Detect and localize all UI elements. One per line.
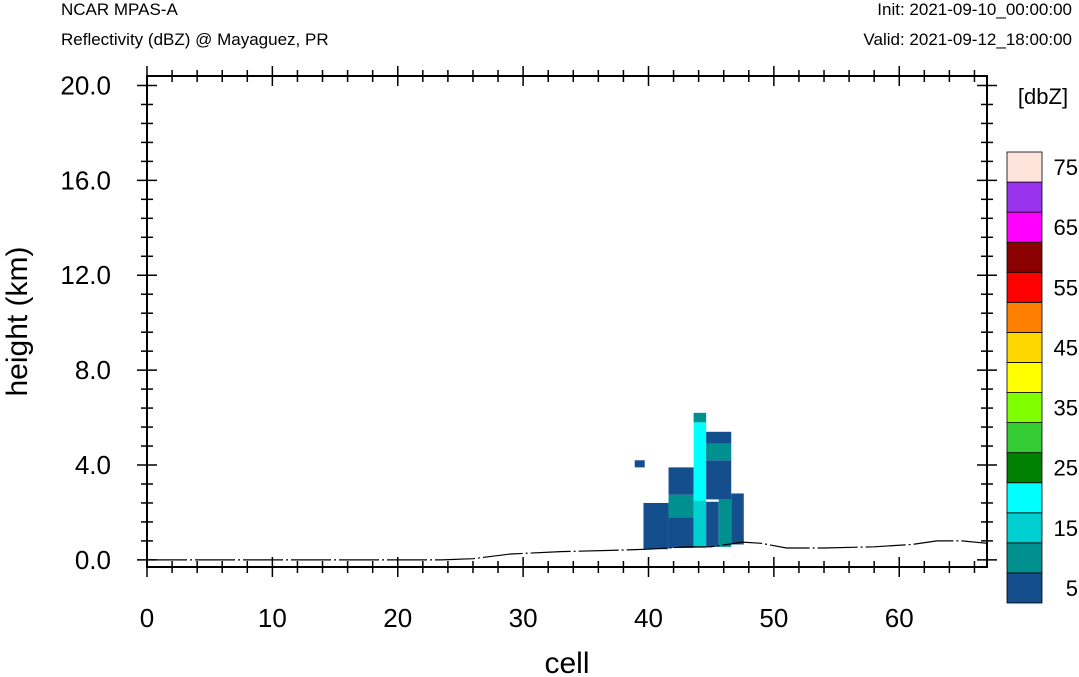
- colorbar-label-45: 45: [1054, 335, 1078, 360]
- colorbar-box-6: [1006, 392, 1043, 423]
- x-tick-label-50: 50: [759, 603, 788, 633]
- x-axis-title: cell: [544, 647, 589, 677]
- terrain-profile: [147, 540, 988, 561]
- reflectivity-cell-6: [693, 422, 707, 501]
- x-tick-label-30: 30: [509, 603, 538, 633]
- colorbar-label-5: 5: [1066, 576, 1078, 601]
- reflectivity-cell-13: [731, 493, 744, 545]
- x-tick-label-40: 40: [634, 603, 663, 633]
- y-tick-label-4.0: 4.0: [75, 450, 111, 480]
- valid-time: Valid: 2021-09-12_18:00:00: [863, 30, 1072, 49]
- reflectivity-cells: [634, 412, 744, 550]
- colorbar-box-8: [1006, 331, 1043, 363]
- colorbar-box-5: [1006, 422, 1043, 454]
- colorbar-box-10: [1006, 271, 1043, 303]
- y-tick-label-8.0: 8.0: [75, 355, 111, 385]
- y-tick-labels: 0.0 4.0 8.0 12.0 16.0 20.0: [60, 70, 111, 574]
- reflectivity-cell-12: [706, 431, 732, 444]
- colorbar-box-13: [1006, 181, 1043, 213]
- axis-ticks: [137, 66, 997, 577]
- colorbar-box-7: [1006, 362, 1043, 393]
- reflectivity-cell-0: [634, 460, 645, 468]
- colorbar-box-11: [1006, 241, 1043, 273]
- colorbar-box-4: [1006, 452, 1043, 484]
- reflectivity-cell-9: [718, 499, 732, 547]
- colorbar: 5 15 25 35 45 55 65 75: [1006, 151, 1078, 604]
- model-title: NCAR MPAS-A: [61, 0, 178, 19]
- colorbar-box-2: [1006, 512, 1043, 544]
- colorbar-title: [dbZ]: [1018, 84, 1068, 109]
- reflectivity-cell-1: [643, 502, 669, 550]
- chart-subtitle: Reflectivity (dBZ) @ Mayaguez, PR: [61, 30, 329, 49]
- reflectivity-cell-5: [693, 500, 707, 549]
- terrain-line: [147, 540, 988, 561]
- x-tick-label-10: 10: [258, 603, 287, 633]
- colorbar-label-75: 75: [1054, 155, 1078, 180]
- y-tick-label-0.0: 0.0: [75, 545, 111, 575]
- y-axis-title: height (km): [1, 246, 34, 396]
- reflectivity-cell-7: [693, 412, 707, 423]
- reflectivity-cell-2: [668, 517, 694, 549]
- reflectivity-cell-10: [706, 460, 732, 500]
- colorbar-label-25: 25: [1054, 456, 1078, 481]
- x-tick-labels: 0 10 20 30 40 50 60: [140, 603, 914, 633]
- colorbar-box-12: [1006, 211, 1043, 243]
- reflectivity-cell-4: [668, 467, 694, 495]
- plot-frame: [146, 75, 988, 568]
- colorbar-box-0: [1006, 572, 1043, 604]
- x-tick-label-0: 0: [140, 603, 154, 633]
- y-tick-label-16.0: 16.0: [60, 165, 111, 195]
- colorbar-label-15: 15: [1054, 516, 1078, 541]
- colorbar-label-55: 55: [1054, 275, 1078, 300]
- reflectivity-cell-11: [706, 443, 732, 461]
- colorbar-label-35: 35: [1054, 396, 1078, 421]
- reflectivity-cell-8: [706, 501, 719, 547]
- y-tick-label-20.0: 20.0: [60, 70, 111, 100]
- init-time: Init: 2021-09-10_00:00:00: [877, 0, 1072, 19]
- x-tick-label-60: 60: [885, 603, 914, 633]
- reflectivity-cell-3: [668, 494, 694, 518]
- colorbar-box-9: [1006, 301, 1043, 333]
- x-tick-label-20: 20: [383, 603, 412, 633]
- colorbar-box-3: [1006, 482, 1043, 514]
- y-tick-label-12.0: 12.0: [60, 260, 111, 290]
- colorbar-box-14: [1006, 151, 1043, 183]
- colorbar-label-65: 65: [1054, 215, 1078, 240]
- colorbar-box-1: [1006, 542, 1043, 574]
